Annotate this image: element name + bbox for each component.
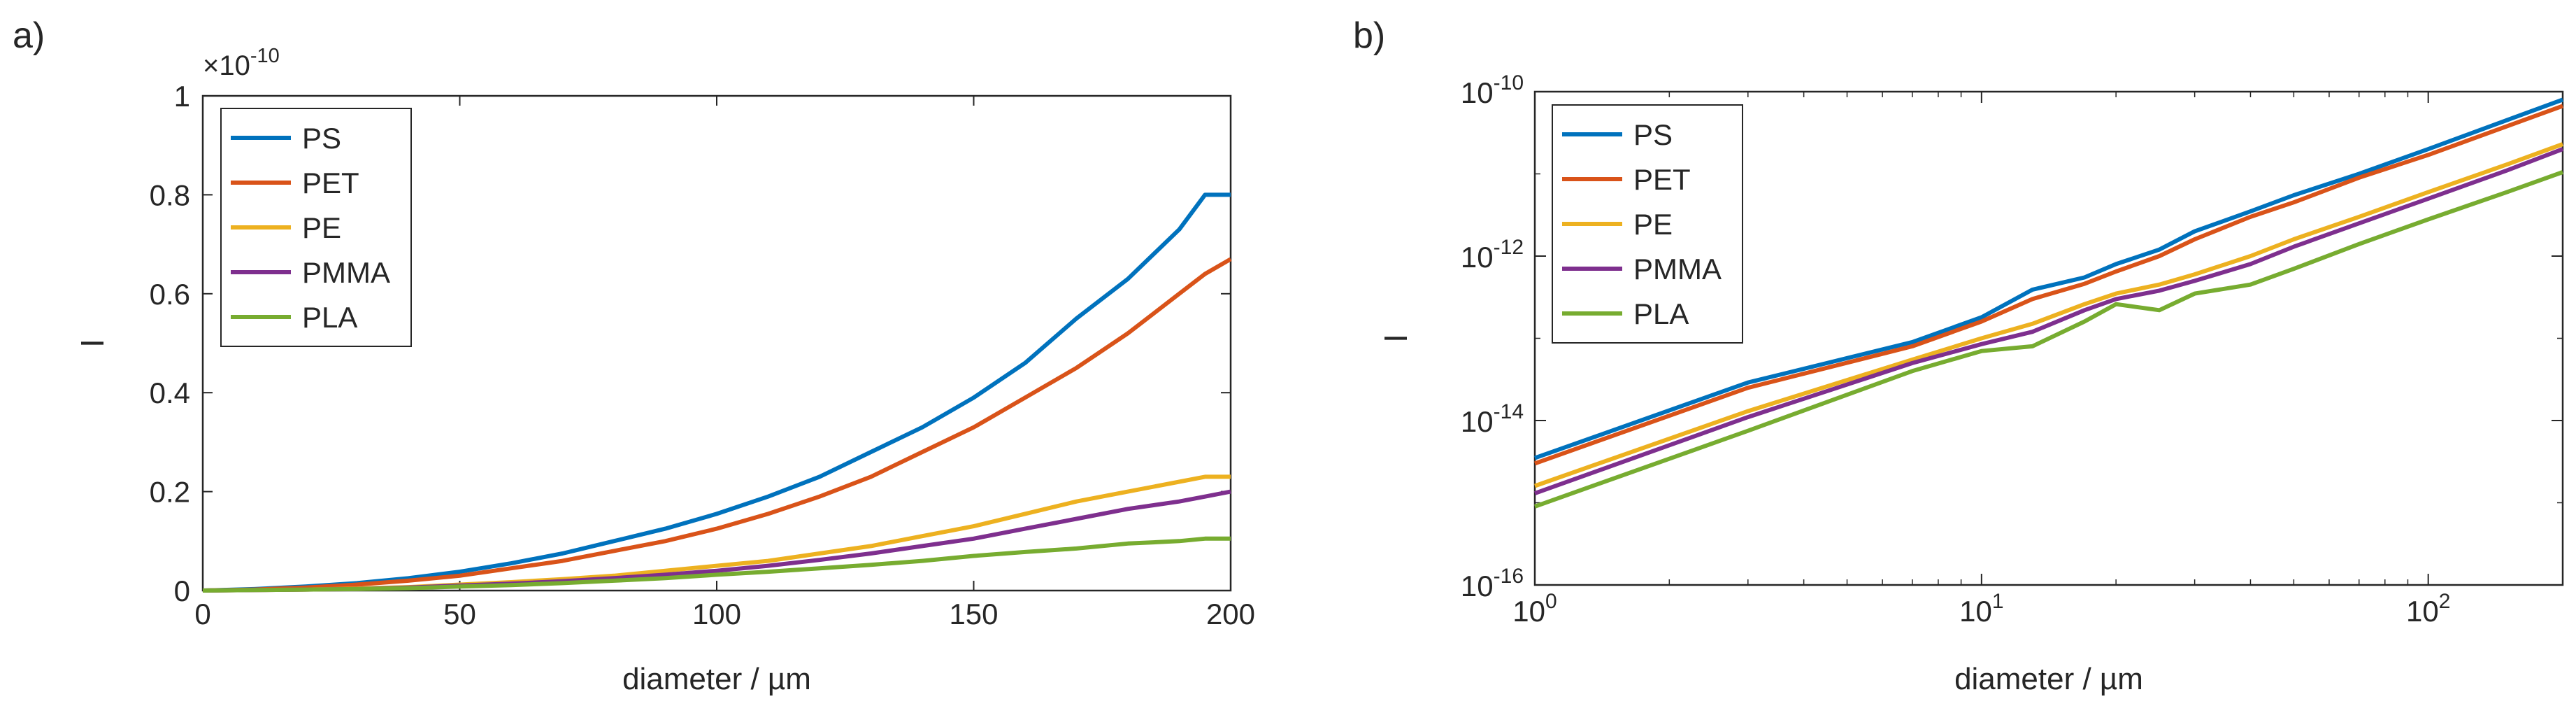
x-tick-label-b-base: 10 xyxy=(1959,595,1992,628)
y-tick-label-a: 0.8 xyxy=(150,178,190,211)
x-axis-label-a: diameter / µm xyxy=(622,662,811,696)
x-tick-label-b-power: 0 xyxy=(1545,590,1557,613)
x-tick-label-b-power: 2 xyxy=(2439,590,2451,613)
legend-label-a: PE xyxy=(302,211,341,244)
legend-label-a: PLA xyxy=(302,301,357,334)
x-tick-label-b: 102 xyxy=(2406,590,2450,628)
y-exponent-label-a-base: ×10 xyxy=(203,50,250,81)
y-tick-label-a: 0.6 xyxy=(150,278,190,311)
x-tick-label-a: 150 xyxy=(949,598,998,630)
series-line-a-pla xyxy=(202,536,1231,593)
x-tick-label-a: 50 xyxy=(443,598,476,630)
legend-label-b: PET xyxy=(1633,163,1691,196)
chart-a: 0 50 100 150 200 0 0.2 0.4 0.6 0.8 1 ×10-10 diameter… xyxy=(74,45,1255,696)
x-tick-label-b: 101 xyxy=(1959,590,2003,628)
y-tick-label-b: 10-12 xyxy=(1461,236,1524,274)
x-tick-label-a: 100 xyxy=(692,598,741,630)
y-tick-label-a: 0.2 xyxy=(150,476,190,509)
y-tick-label-b-power: -14 xyxy=(1494,400,1524,423)
y-tick-label-b-base: 10 xyxy=(1461,76,1494,109)
legend-label-b: PS xyxy=(1633,118,1673,151)
x-tick-label-a: 0 xyxy=(194,598,210,630)
y-axis-label-a: I xyxy=(74,339,110,348)
x-tick-label-a: 200 xyxy=(1206,598,1255,630)
series-line-b-pet xyxy=(1533,104,2564,466)
series-line-a-pet xyxy=(202,257,1232,593)
x-axis-label-b: diameter / µm xyxy=(1954,662,2143,696)
y-tick-label-a: 1 xyxy=(174,80,190,113)
legend-label-b: PE xyxy=(1633,208,1673,241)
series-line-b-ps xyxy=(1533,97,2564,460)
y-tick-label-b: 10-16 xyxy=(1461,565,1524,602)
y-tick-label-b-power: -16 xyxy=(1494,565,1524,588)
legend-label-a: PS xyxy=(302,122,341,155)
y-tick-label-b-power: -10 xyxy=(1494,71,1524,94)
y-tick-label-b: 10-10 xyxy=(1461,71,1524,109)
series-line-b-pmma xyxy=(1533,147,2564,495)
series-line-b-pla xyxy=(1533,170,2564,509)
x-tick-label-b-base: 10 xyxy=(2406,595,2439,628)
panel-label-b: b) xyxy=(1353,15,1385,56)
panel-label-a: a) xyxy=(13,15,45,56)
y-exponent-label-a: ×10-10 xyxy=(203,45,280,81)
y-tick-label-b: 10-14 xyxy=(1461,400,1524,438)
series-line-b-pe xyxy=(1534,142,2564,488)
x-tick-label-b-base: 10 xyxy=(1512,595,1545,628)
legend-label-b: PMMA xyxy=(1633,253,1722,285)
y-axis-label-b: I xyxy=(1378,334,1414,343)
y-tick-label-b-power: -12 xyxy=(1494,236,1524,259)
y-tick-label-a: 0.4 xyxy=(150,376,190,409)
legend-label-b: PLA xyxy=(1633,297,1689,330)
legend-label-a: PMMA xyxy=(302,256,390,289)
y-exponent-label-a-power: -10 xyxy=(250,45,280,67)
y-tick-label-b-base: 10 xyxy=(1461,570,1494,602)
x-tick-label-b: 100 xyxy=(1512,590,1557,628)
y-tick-label-a: 0 xyxy=(174,574,190,607)
y-tick-label-b-base: 10 xyxy=(1461,241,1494,274)
legend-label-a: PET xyxy=(302,167,359,199)
y-tick-label-b-base: 10 xyxy=(1461,405,1494,438)
x-tick-label-b-power: 1 xyxy=(1992,590,2004,613)
